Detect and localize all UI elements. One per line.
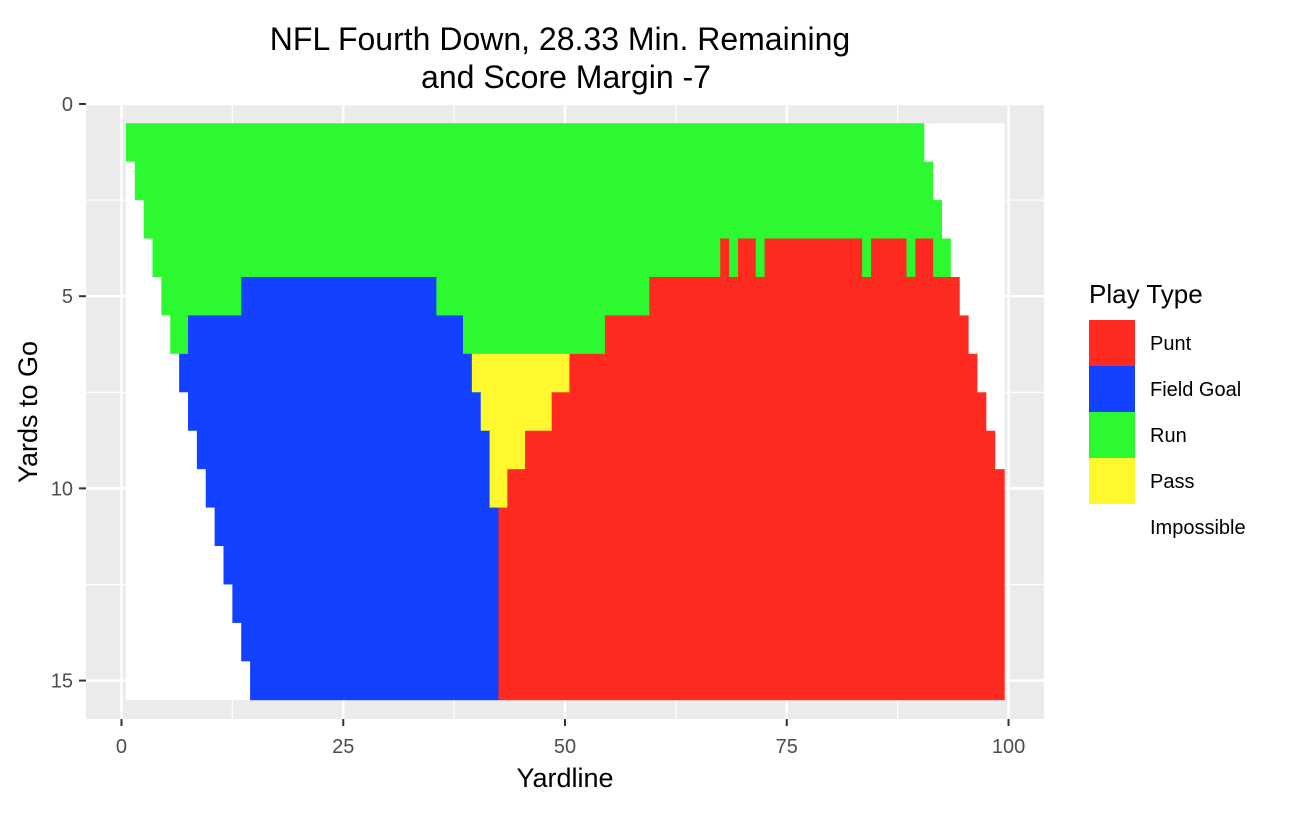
legend-entries: Punt Field Goal Run Pass Impossible	[1089, 320, 1246, 550]
tile-impossible	[986, 392, 1005, 432]
tile-run	[755, 238, 766, 278]
tile-field-goal	[188, 315, 464, 355]
tile-run	[170, 315, 189, 355]
x-axis: 0 25 50 75 100	[116, 719, 1025, 758]
tile-run	[462, 315, 606, 355]
tile-punt	[871, 238, 908, 278]
heatmap-tiles	[125, 123, 1005, 701]
tile-punt	[649, 276, 961, 316]
tile-punt	[915, 238, 934, 278]
tile-field-goal	[250, 661, 500, 701]
tile-impossible	[950, 238, 1005, 278]
tile-impossible	[125, 353, 180, 393]
legend-label: Field Goal	[1150, 379, 1241, 401]
tile-run	[436, 276, 650, 316]
tile-field-goal	[214, 507, 500, 547]
tile-punt	[737, 238, 757, 278]
tile-impossible	[933, 161, 1005, 201]
tile-impossible	[125, 276, 162, 316]
tile-run	[134, 161, 934, 201]
tile-field-goal	[179, 353, 473, 393]
tile-impossible	[125, 430, 198, 470]
y-tick-label: 5	[62, 286, 73, 308]
tile-run	[152, 238, 721, 278]
tile-pass	[471, 353, 571, 393]
tile-punt	[525, 430, 996, 470]
tile-impossible	[959, 276, 1005, 316]
tile-run	[143, 200, 943, 239]
tile-pass	[489, 469, 508, 508]
tile-punt	[498, 546, 1005, 585]
y-tick-label: 0	[62, 94, 73, 116]
tile-impossible	[125, 161, 136, 201]
tile-punt	[604, 315, 970, 355]
tile-impossible	[125, 622, 242, 662]
x-tick-label: 25	[332, 736, 354, 758]
tile-impossible	[968, 315, 1005, 355]
tile-punt	[551, 392, 987, 432]
x-tick-label: 0	[116, 736, 127, 758]
x-tick-label: 100	[992, 736, 1025, 758]
legend-key-field-goal	[1089, 366, 1135, 412]
tile-field-goal	[223, 546, 500, 585]
tile-pass	[480, 392, 553, 432]
tile-run	[125, 123, 925, 163]
tile-impossible	[125, 661, 251, 701]
tile-impossible	[125, 507, 216, 547]
y-axis-label: Yards to Go	[13, 341, 43, 483]
tile-run	[862, 238, 872, 278]
tile-field-goal	[241, 276, 437, 316]
legend-key-punt	[1089, 320, 1135, 366]
legend-title: Play Type	[1089, 279, 1203, 309]
tile-run	[161, 276, 242, 316]
tile-impossible	[995, 430, 1005, 470]
tile-field-goal	[232, 584, 500, 624]
x-tick-label: 75	[776, 736, 798, 758]
tile-punt	[507, 469, 1005, 508]
tile-impossible	[125, 238, 154, 278]
legend-label: Punt	[1150, 333, 1192, 355]
legend: Play Type Punt Field Goal Run Pass Impossibl…	[1089, 279, 1246, 550]
tile-punt	[498, 584, 1005, 624]
x-tick-label: 50	[554, 736, 576, 758]
legend-label: Pass	[1150, 471, 1194, 493]
legend-key-impossible	[1089, 504, 1135, 550]
y-axis: 0 5 10 15	[51, 94, 86, 693]
y-tick-label: 10	[51, 478, 73, 500]
tile-impossible	[941, 200, 1005, 239]
chart-subtitle: and Score Margin -7	[421, 59, 711, 95]
tile-impossible	[125, 392, 189, 432]
tile-punt	[720, 238, 730, 278]
y-tick-label: 15	[51, 671, 73, 693]
tile-impossible	[924, 123, 1005, 163]
tile-impossible	[125, 584, 233, 624]
tile-field-goal	[188, 392, 482, 432]
tile-pass	[489, 430, 526, 470]
tile-run	[729, 238, 739, 278]
tile-run	[933, 238, 952, 278]
x-axis-label: Yardline	[516, 763, 613, 793]
tile-punt	[569, 353, 979, 393]
tile-run	[906, 238, 916, 278]
tile-impossible	[125, 315, 171, 355]
legend-label: Run	[1150, 425, 1187, 447]
tile-punt	[498, 507, 1005, 547]
tile-punt	[498, 661, 1005, 701]
tile-punt	[764, 238, 863, 278]
tile-punt	[498, 622, 1005, 662]
chart-title: NFL Fourth Down, 28.33 Min. Remaining	[270, 21, 850, 57]
tile-impossible	[125, 546, 225, 585]
legend-key-pass	[1089, 458, 1135, 504]
tile-impossible	[125, 200, 145, 239]
legend-label: Impossible	[1150, 517, 1246, 539]
legend-key-run	[1089, 412, 1135, 458]
tile-field-goal	[241, 622, 500, 662]
tile-field-goal	[205, 469, 491, 508]
tile-field-goal	[196, 430, 491, 470]
tile-impossible	[125, 469, 207, 508]
tile-impossible	[977, 353, 1005, 393]
